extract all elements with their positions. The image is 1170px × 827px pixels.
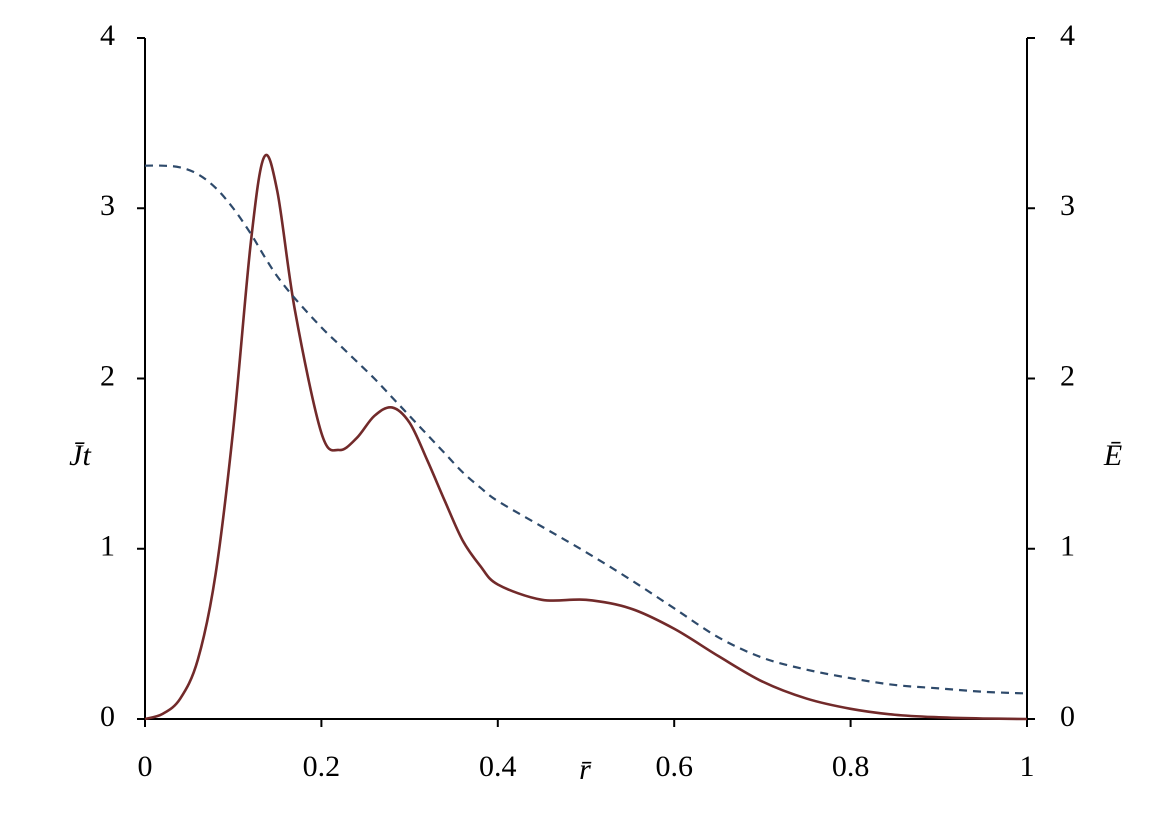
y-tick-label: 3: [100, 189, 115, 222]
y2-tick-label: 3: [1060, 189, 1075, 222]
x-tick-label: 0.8: [832, 750, 870, 783]
x-tick-label: 0.6: [655, 750, 693, 783]
y-tick-label: 0: [100, 700, 115, 733]
data-line: [144, 164, 1028, 695]
y-tick-label: 1: [100, 530, 115, 563]
y-axis-label: J̄t: [69, 439, 91, 472]
y2-tick-label: 2: [1060, 359, 1075, 392]
y2-axis-label: Ē: [1103, 439, 1122, 472]
y2-tick-label: 1: [1060, 530, 1075, 563]
x-tick-label: 0: [138, 750, 153, 783]
x-axis-label: r̄: [579, 753, 592, 786]
y-tick-label: 2: [100, 359, 115, 392]
x-tick-label: 0.4: [479, 750, 517, 783]
data-line: [144, 153, 1028, 721]
x-tick-label: 0.2: [303, 750, 341, 783]
x-tick-label: 1: [1020, 750, 1035, 783]
y2-tick-label: 0: [1060, 700, 1075, 733]
y2-tick-label: 4: [1060, 19, 1075, 52]
y-tick-label: 4: [100, 19, 115, 52]
